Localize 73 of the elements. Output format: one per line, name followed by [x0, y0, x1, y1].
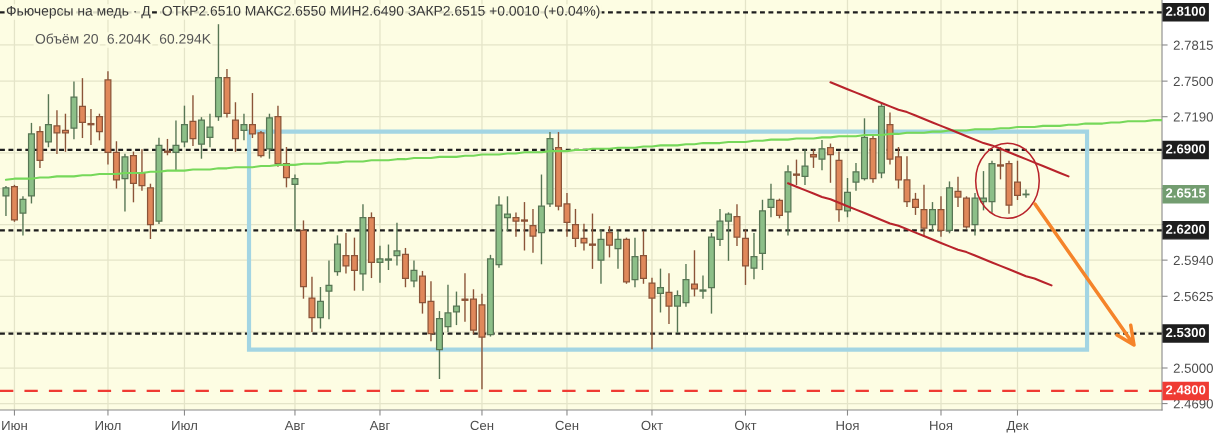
y-tick-label: 2.7500 [1173, 76, 1213, 87]
candlestick [928, 202, 937, 231]
candlestick [452, 291, 460, 326]
annotation: Объём 20 [35, 33, 99, 44]
candlestick [639, 230, 647, 284]
x-tick-label: Сен [555, 420, 579, 431]
candlestick [631, 237, 639, 288]
candlestick [767, 183, 775, 218]
y-tick-label: 2.5625 [1173, 291, 1213, 302]
candlestick [189, 95, 197, 147]
candlestick [614, 230, 622, 269]
chart-subtitle: ОТКР2.6510 МАКС2.6550 МИН2.6490 ЗАКР2.6515 +0.0010 (+0.04%) [162, 5, 600, 19]
x-tick-label: Июн [2, 420, 27, 431]
candlestick [308, 276, 316, 332]
ref-line-label: 2.6900 [1165, 144, 1206, 154]
ref-line-label: 2.4800 [1165, 385, 1206, 395]
candlestick [44, 94, 52, 148]
y-tick-label: 2.7815 [1173, 40, 1213, 50]
candlestick [121, 153, 129, 212]
candlestick [665, 273, 673, 324]
x-tick-label: Дек [1006, 420, 1029, 433]
candlestick [53, 110, 61, 155]
x-tick-label: Авг [284, 420, 305, 430]
candlestick [180, 105, 188, 148]
candlestick [656, 268, 664, 313]
candlestick [291, 174, 299, 231]
line-series [786, 182, 1053, 287]
candlestick [801, 149, 809, 186]
x-tick-label: Сен [470, 420, 494, 431]
x-tick-label: Окт [641, 420, 663, 431]
candlestick [818, 140, 826, 171]
y-tick-label: 2.5000 [1173, 363, 1213, 373]
candlestick [325, 260, 333, 320]
candlestick [699, 275, 707, 299]
candlestick [231, 102, 239, 152]
annotation: 60.294K [159, 33, 211, 44]
candlestick [750, 233, 758, 280]
candlestick [605, 226, 613, 258]
candlestick [410, 260, 418, 288]
annotation: 6.204K [107, 33, 151, 44]
x-tick-label: Ноя [930, 420, 953, 431]
candlestick [2, 186, 10, 217]
candlestick [19, 196, 27, 236]
text: 2.6515 [1165, 188, 1206, 198]
candlestick [954, 176, 962, 207]
x-tick-label: Июл [172, 420, 197, 431]
chart-title: Фьючерсы на медь · Д [6, 5, 151, 19]
x-tick-label: Окт [734, 420, 757, 431]
candlestick [529, 208, 537, 253]
candlestick [172, 120, 180, 171]
candlestick [792, 159, 800, 186]
candlestick [775, 198, 783, 219]
candlestick [87, 109, 95, 145]
candlestick [937, 196, 945, 237]
candlestick [393, 222, 401, 266]
candlestick [733, 204, 741, 246]
candlestick [648, 277, 656, 350]
ref-line-label: 2.8100 [1165, 6, 1206, 16]
candlestick [240, 113, 248, 141]
candlestick [920, 184, 928, 237]
ref-line-label: 2.5300 [1165, 327, 1206, 338]
y-tick-label: 2.7190 [1173, 112, 1213, 122]
ref-line-label: 2.6200 [1165, 224, 1206, 234]
x-tick-label: Ноя [836, 420, 859, 431]
candlestick [826, 143, 835, 183]
candlestick [597, 229, 605, 284]
candlestick [690, 250, 698, 297]
candlestick [316, 286, 324, 329]
candlestick [61, 113, 69, 152]
x-tick-label: Авг [369, 420, 390, 430]
y-tick-label: 2.5940 [1173, 255, 1213, 266]
candlestick [78, 78, 86, 139]
x-tick-label: Июл [95, 420, 121, 431]
